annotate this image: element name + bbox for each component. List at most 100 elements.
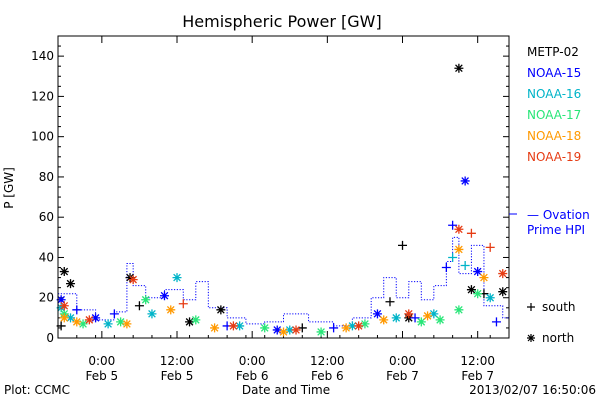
marker-metp-02-north: [59, 267, 69, 277]
marker-noaa-19-north: [454, 224, 464, 234]
marker-noaa-19-north: [291, 325, 301, 335]
legend-marker-label-north: north: [542, 331, 574, 345]
marker-noaa-16-north: [56, 303, 66, 313]
marker-noaa-16-north: [147, 309, 157, 319]
legend-noaa-18: NOAA-18: [527, 129, 581, 143]
marker-noaa-15-south: [441, 263, 451, 273]
marker-metp-02-north: [125, 273, 135, 283]
x-tick-date: Feb 7: [461, 369, 494, 383]
y-tick-label: 0: [46, 331, 54, 345]
legend-marker-north: [527, 334, 535, 342]
x-tick-time: 0:00: [239, 354, 266, 368]
marker-noaa-17-north: [316, 327, 326, 337]
marker-noaa-18-north: [72, 317, 82, 327]
plot-frame: [57, 35, 510, 339]
marker-noaa-16-south: [448, 252, 458, 262]
y-tick-label: 140: [31, 49, 54, 63]
x-tick-date: Feb 5: [85, 369, 118, 383]
marker-noaa-15-south: [72, 305, 82, 315]
marker-noaa-17-north: [435, 315, 445, 325]
marker-noaa-17-north: [473, 289, 483, 299]
marker-metp-02-south: [297, 323, 307, 333]
marker-noaa-17-north: [141, 295, 151, 305]
x-tick-date: Feb 5: [161, 369, 194, 383]
legend-marker-south: [527, 303, 535, 311]
marker-noaa-18-north: [166, 305, 176, 315]
y-tick-label: 120: [31, 89, 54, 103]
legend-ovation-line-2: Prime HPI: [527, 223, 585, 237]
marker-noaa-17-north: [454, 305, 464, 315]
marker-noaa-18-north: [423, 311, 433, 321]
marker-noaa-15-north: [272, 325, 282, 335]
marker-noaa-18-north: [122, 319, 132, 329]
marker-noaa-15-south: [491, 317, 501, 327]
marker-metp-02-north: [216, 305, 226, 315]
x-tick-time: 0:00: [88, 354, 115, 368]
marker-noaa-18-north: [454, 244, 464, 254]
marker-metp-02-south: [398, 240, 408, 250]
y-axis-ticks: 0 20 40 60 80 100 120 140: [31, 45, 509, 345]
marker-noaa-18-north: [479, 273, 489, 283]
marker-noaa-19-north: [84, 315, 94, 325]
marker-noaa-19-south: [466, 228, 476, 238]
legend-marker-label-south: south: [542, 300, 576, 314]
marker-noaa-15-north: [56, 295, 66, 305]
marker-metp-02-south: [385, 297, 395, 307]
x-tick-date: Feb 6: [311, 369, 344, 383]
marker-noaa-18-north: [379, 315, 389, 325]
marker-metp-02-north: [66, 279, 76, 289]
legend-ovation-line-1: — Ovation: [527, 208, 590, 222]
marker-noaa-16-north: [285, 325, 295, 335]
marker-noaa-17-north: [360, 319, 370, 329]
marker-noaa-16-south: [460, 261, 470, 271]
marker-noaa-15-north: [460, 176, 470, 186]
marker-noaa-15-north: [159, 291, 169, 301]
marker-noaa-15-north: [91, 313, 101, 323]
marker-noaa-19-north: [128, 275, 138, 285]
footer-timestamp: 2013/02/07 16:50:06: [469, 383, 596, 397]
legend-metp-02: METP-02: [527, 45, 579, 59]
legend-noaa-19: NOAA-19: [527, 150, 581, 164]
marker-noaa-16-north: [347, 321, 357, 331]
marker-noaa-18-north: [279, 327, 288, 337]
marker-metp-02-south: [134, 301, 144, 311]
marker-noaa-16-north: [485, 293, 495, 303]
marker-metp-02-north: [454, 63, 464, 73]
marker-noaa-18-north: [59, 313, 69, 323]
marker-noaa-15-south: [329, 323, 339, 333]
y-tick-label: 100: [31, 130, 54, 144]
marker-noaa-19-south: [485, 242, 495, 252]
marker-noaa-15-south: [109, 309, 119, 319]
x-tick-time: 12:00: [310, 354, 345, 368]
marker-noaa-16-north: [103, 319, 113, 329]
footer-credit: Plot: CCMC: [4, 383, 70, 397]
marker-noaa-17-north: [191, 315, 201, 325]
marker-noaa-15-north: [473, 267, 483, 277]
marker-noaa-19-north: [404, 309, 414, 319]
marker-noaa-17-north: [416, 317, 426, 327]
marker-noaa-17-north: [260, 323, 270, 333]
data-markers: [56, 63, 508, 337]
marker-noaa-19-south: [178, 299, 188, 309]
marker-noaa-16-north: [391, 313, 401, 323]
marker-noaa-18-north: [341, 323, 351, 333]
legend-noaa-16: NOAA-16: [527, 87, 581, 101]
x-tick-time: 0:00: [389, 354, 416, 368]
marker-noaa-17-north: [78, 319, 88, 329]
chart-title: Hemispheric Power [GW]: [182, 12, 381, 31]
marker-noaa-19-north: [498, 269, 508, 279]
x-tick-date: Feb 6: [236, 369, 269, 383]
marker-noaa-19-north: [228, 321, 238, 331]
x-tick-date: Feb 7: [386, 369, 419, 383]
legend-noaa-17: NOAA-17: [527, 108, 581, 122]
marker-noaa-19-north: [59, 301, 69, 311]
marker-noaa-16-north: [172, 273, 182, 283]
marker-noaa-17-north: [116, 317, 126, 327]
marker-noaa-15-north: [372, 309, 382, 319]
marker-noaa-16-north: [235, 321, 245, 331]
marker-noaa-15-south: [448, 220, 458, 230]
x-tick-time: 12:00: [160, 354, 195, 368]
ovation-prime-line: [58, 236, 509, 327]
